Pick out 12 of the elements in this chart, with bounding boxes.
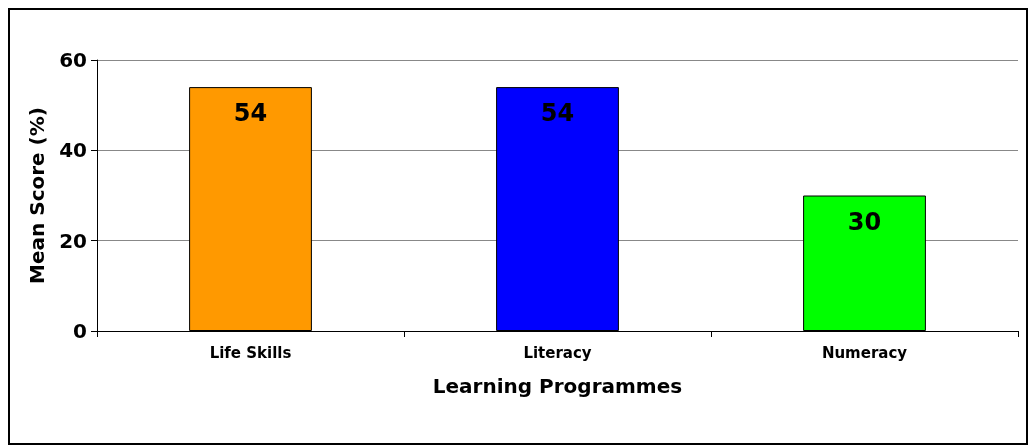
- y-axis-title: Mean Score (%): [25, 107, 49, 284]
- x-axis-title: Learning Programmes: [432, 374, 683, 398]
- data-label: 30: [847, 207, 882, 236]
- y-tick-label: 0: [73, 319, 87, 343]
- y-tick-label: 40: [59, 138, 87, 163]
- x-tick-label: Numeracy: [821, 343, 908, 362]
- x-tick-label: Literacy: [523, 343, 592, 362]
- data-label: 54: [233, 99, 268, 128]
- data-label: 54: [540, 99, 575, 128]
- x-tick-label: Life Skills: [209, 343, 292, 362]
- y-tick-label: 60: [59, 48, 87, 72]
- y-tick-label: 20: [59, 228, 87, 253]
